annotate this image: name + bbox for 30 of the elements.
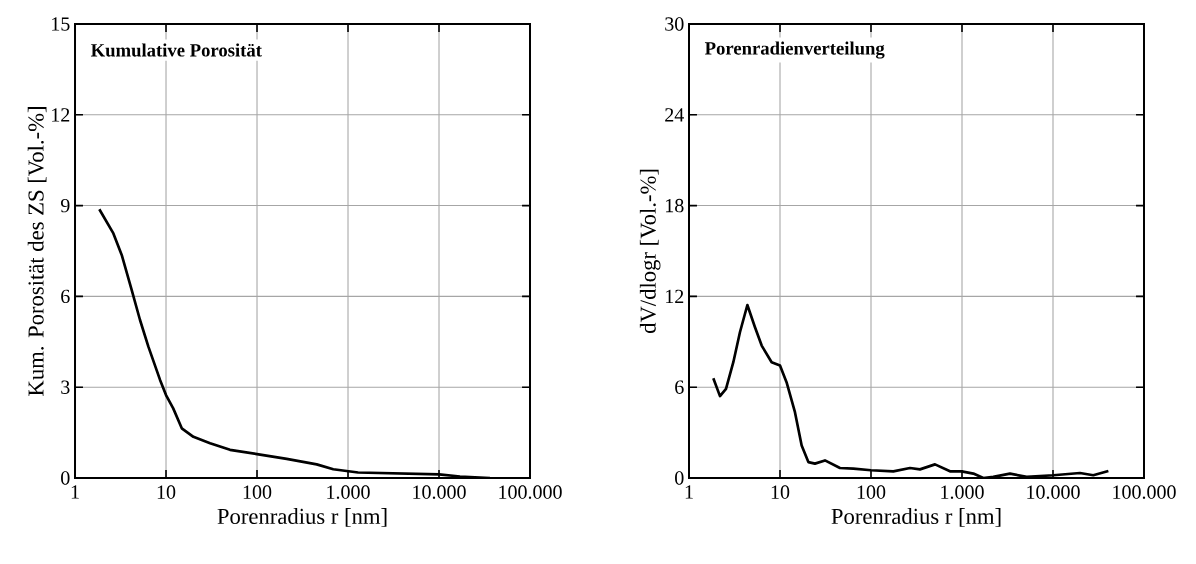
- y-tick-label: 3: [61, 380, 70, 394]
- x-tick-label: 1.000: [327, 485, 370, 499]
- y-tick-label: 9: [60, 198, 70, 213]
- y-tick-label: 6: [61, 289, 70, 304]
- y-tick-label: 12: [666, 289, 684, 304]
- y-tick-label: 0: [61, 471, 70, 485]
- x-tick-label: 1.000: [941, 485, 984, 499]
- y-axis-title: Kum. Porosität des ZS [Vol.-%]: [27, 107, 47, 396]
- y-tick-label: 12: [52, 108, 70, 122]
- x-tick-label: 10.000: [1027, 485, 1080, 499]
- x-tick-label: 10: [771, 485, 790, 499]
- text: Kumulative Porosität: [90, 43, 262, 57]
- x-tick-label: 100: [857, 485, 886, 499]
- x-axis-title: Porenradius r [nm]: [217, 508, 387, 527]
- text: Porenradienverteilung: [704, 41, 885, 59]
- y-tick-label: 6: [675, 380, 684, 394]
- x-axis-title: Porenradius r [nm]: [831, 508, 1001, 527]
- y-tick-label: 0: [675, 471, 684, 485]
- y-tick-label: 15: [52, 17, 70, 31]
- x-tick-label: 100.000: [1113, 485, 1176, 499]
- x-tick-label: 100: [243, 485, 272, 499]
- x-tick-label: 10: [157, 485, 176, 499]
- x-tick-label: 10.000: [413, 485, 466, 499]
- x-tick-label: 1: [71, 485, 79, 499]
- y-axis-title: dV/dlogr [Vol.-%]: [639, 169, 661, 334]
- x-tick-label: 100.000: [499, 485, 562, 499]
- x-tick-label: 1: [685, 485, 693, 499]
- y-tick-label: 30: [665, 17, 684, 31]
- y-tick-label: 24: [665, 108, 684, 122]
- y-tick-label: 18: [666, 198, 684, 213]
